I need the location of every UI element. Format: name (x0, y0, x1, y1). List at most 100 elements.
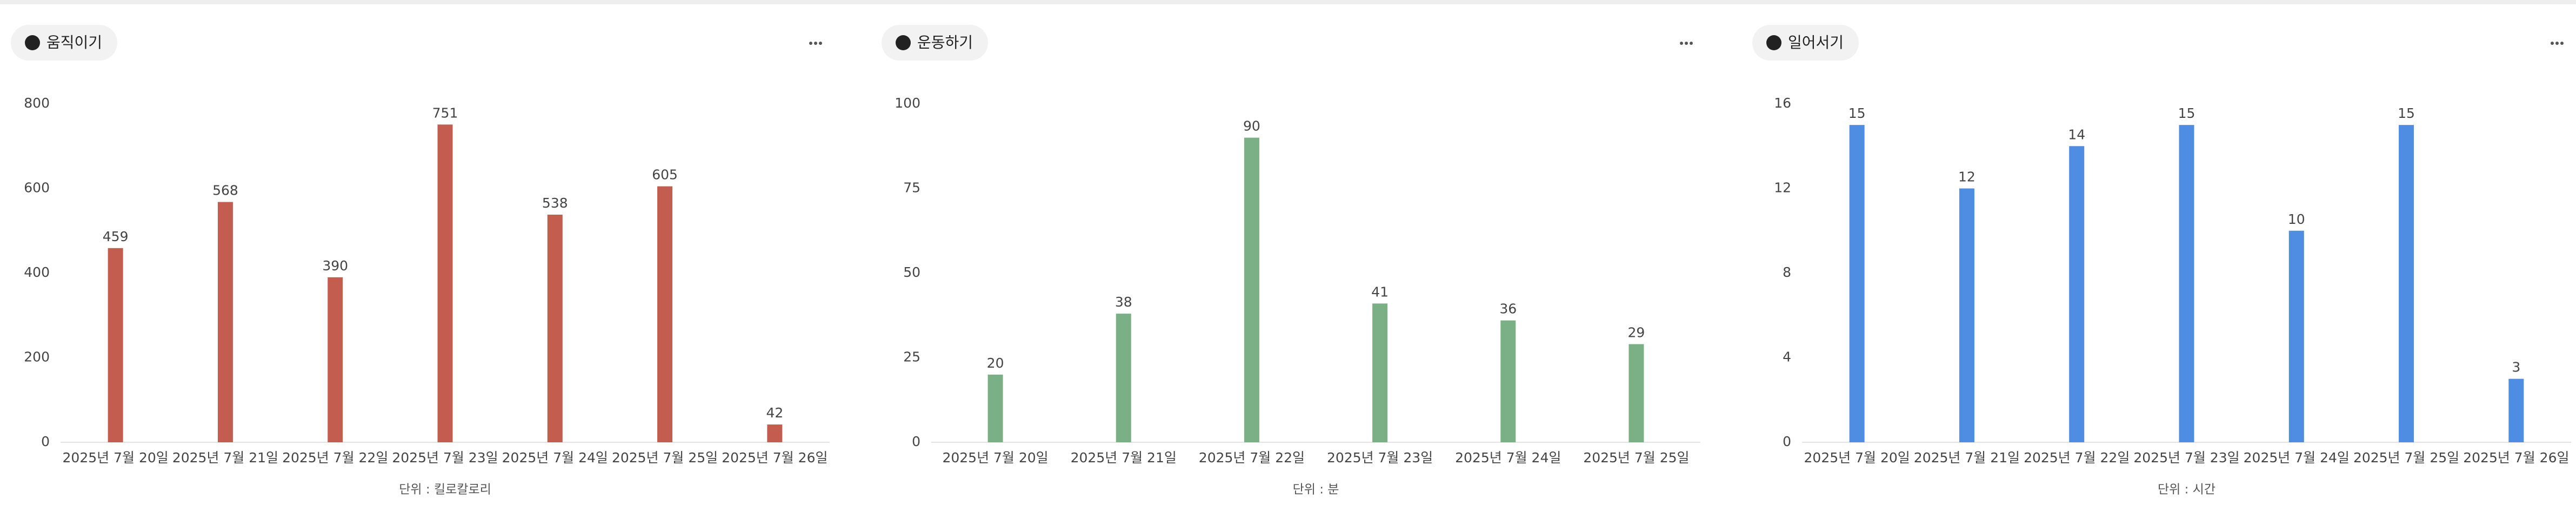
menu-dot (809, 42, 812, 45)
chart-panel: 움직이기 0 200 400 600 800 2025년 7월 20일 459 2025년 7월… (11, 25, 830, 497)
title-icon (1766, 35, 1781, 50)
y-tick-label: 100 (895, 95, 920, 111)
value-label: 10 (2288, 211, 2305, 227)
x-tick-label: 2025년 7월 23일 (2133, 450, 2239, 466)
title-pill (882, 25, 989, 61)
value-label: 568 (212, 183, 238, 198)
y-tick-label: 0 (41, 434, 50, 449)
chart-panel: 일어서기 0 4 8 12 16 2025년 7월 20일 15 2025년 7월 21일 12 2… (1752, 25, 2571, 497)
title-pill (11, 25, 118, 61)
chart-title: 일어서기 (1788, 34, 1844, 51)
value-label: 41 (1371, 284, 1389, 300)
bar (1959, 188, 1974, 442)
value-label: 751 (432, 105, 458, 121)
bar (2399, 125, 2414, 442)
x-axis-label: 단위 : 시간 (2158, 483, 2215, 497)
bar (217, 202, 233, 442)
x-tick-label: 2025년 7월 22일 (1199, 450, 1305, 466)
bar (328, 277, 343, 442)
x-tick-label: 2025년 7월 20일 (942, 450, 1048, 466)
y-tick-label: 16 (1774, 95, 1791, 111)
y-tick-label: 400 (24, 264, 50, 280)
menu-dot (2560, 42, 2564, 45)
chart-title: 운동하기 (917, 34, 973, 51)
chart-title: 움직이기 (46, 34, 102, 51)
menu-dot (2555, 42, 2559, 45)
bar (1629, 344, 1644, 442)
y-tick-label: 50 (903, 264, 920, 280)
menu-dot (2551, 42, 2554, 45)
value-label: 459 (103, 229, 129, 244)
bar (2069, 146, 2085, 442)
title-icon (25, 35, 40, 50)
bar (767, 424, 783, 442)
value-label: 15 (1848, 105, 1866, 121)
bar (657, 186, 673, 442)
x-tick-label: 2025년 7월 21일 (172, 450, 278, 466)
menu-dot (1680, 42, 1683, 45)
bar (547, 215, 563, 442)
bar (2288, 230, 2304, 442)
value-label: 38 (1115, 294, 1132, 310)
bar (2508, 378, 2524, 442)
value-label: 538 (542, 195, 568, 211)
x-tick-label: 2025년 7월 22일 (2024, 450, 2130, 466)
bar (1849, 125, 1865, 442)
title-icon (896, 35, 911, 50)
value-label: 36 (1499, 301, 1517, 317)
y-tick-label: 8 (1783, 264, 1791, 280)
bar (1244, 137, 1259, 443)
bar (437, 124, 453, 442)
x-tick-label: 2025년 7월 22일 (282, 450, 388, 466)
x-tick-label: 2025년 7월 21일 (1071, 450, 1177, 466)
x-tick-label: 2025년 7월 20일 (63, 450, 169, 466)
x-tick-label: 2025년 7월 26일 (2463, 450, 2569, 466)
value-label: 3 (2512, 360, 2520, 375)
y-tick-label: 25 (903, 349, 920, 365)
x-tick-label: 2025년 7월 26일 (722, 450, 827, 466)
value-label: 14 (2068, 127, 2085, 142)
x-tick-label: 2025년 7월 25일 (612, 450, 718, 466)
x-tick-label: 2025년 7월 23일 (392, 450, 498, 466)
title-pill (1752, 25, 1859, 61)
x-tick-label: 2025년 7월 20일 (1804, 450, 1910, 466)
menu-dot (1685, 42, 1688, 45)
bar (1372, 303, 1388, 442)
bar (2179, 125, 2194, 442)
x-tick-label: 2025년 7월 24일 (502, 450, 608, 466)
bar (108, 248, 123, 442)
x-axis-label: 단위 : 분 (1293, 483, 1339, 497)
y-tick-label: 75 (903, 180, 920, 196)
value-label: 20 (987, 355, 1004, 371)
value-label: 15 (2178, 105, 2195, 121)
x-tick-label: 2025년 7월 21일 (1914, 450, 2020, 466)
y-tick-label: 12 (1774, 180, 1791, 196)
x-tick-label: 2025년 7월 25일 (2353, 450, 2459, 466)
y-tick-label: 800 (24, 95, 50, 111)
menu-dot (1690, 42, 1693, 45)
bar (987, 374, 1003, 442)
value-label: 605 (652, 167, 678, 183)
chart-panel: 운동하기 0 25 50 75 100 2025년 7월 20일 20 2025년 7월 21일… (882, 25, 1700, 497)
top-strip (0, 0, 2576, 4)
value-label: 29 (1628, 324, 1645, 340)
menu-dot (819, 42, 822, 45)
y-tick-label: 0 (912, 434, 920, 449)
bar (1500, 320, 1516, 442)
value-label: 12 (1958, 169, 1976, 185)
value-label: 42 (766, 405, 783, 421)
x-tick-label: 2025년 7월 24일 (2244, 450, 2350, 466)
x-tick-label: 2025년 7월 25일 (1583, 450, 1689, 466)
y-tick-label: 600 (24, 180, 50, 196)
value-label: 90 (1243, 118, 1260, 134)
y-tick-label: 4 (1783, 349, 1791, 365)
bar (1116, 314, 1131, 442)
y-tick-label: 200 (24, 349, 50, 365)
x-axis-label: 단위 : 킬로칼로리 (399, 483, 491, 497)
x-tick-label: 2025년 7월 23일 (1327, 450, 1433, 466)
value-label: 390 (322, 258, 348, 274)
y-tick-label: 0 (1783, 434, 1791, 449)
x-tick-label: 2025년 7월 24일 (1455, 450, 1561, 466)
value-label: 15 (2398, 105, 2415, 121)
